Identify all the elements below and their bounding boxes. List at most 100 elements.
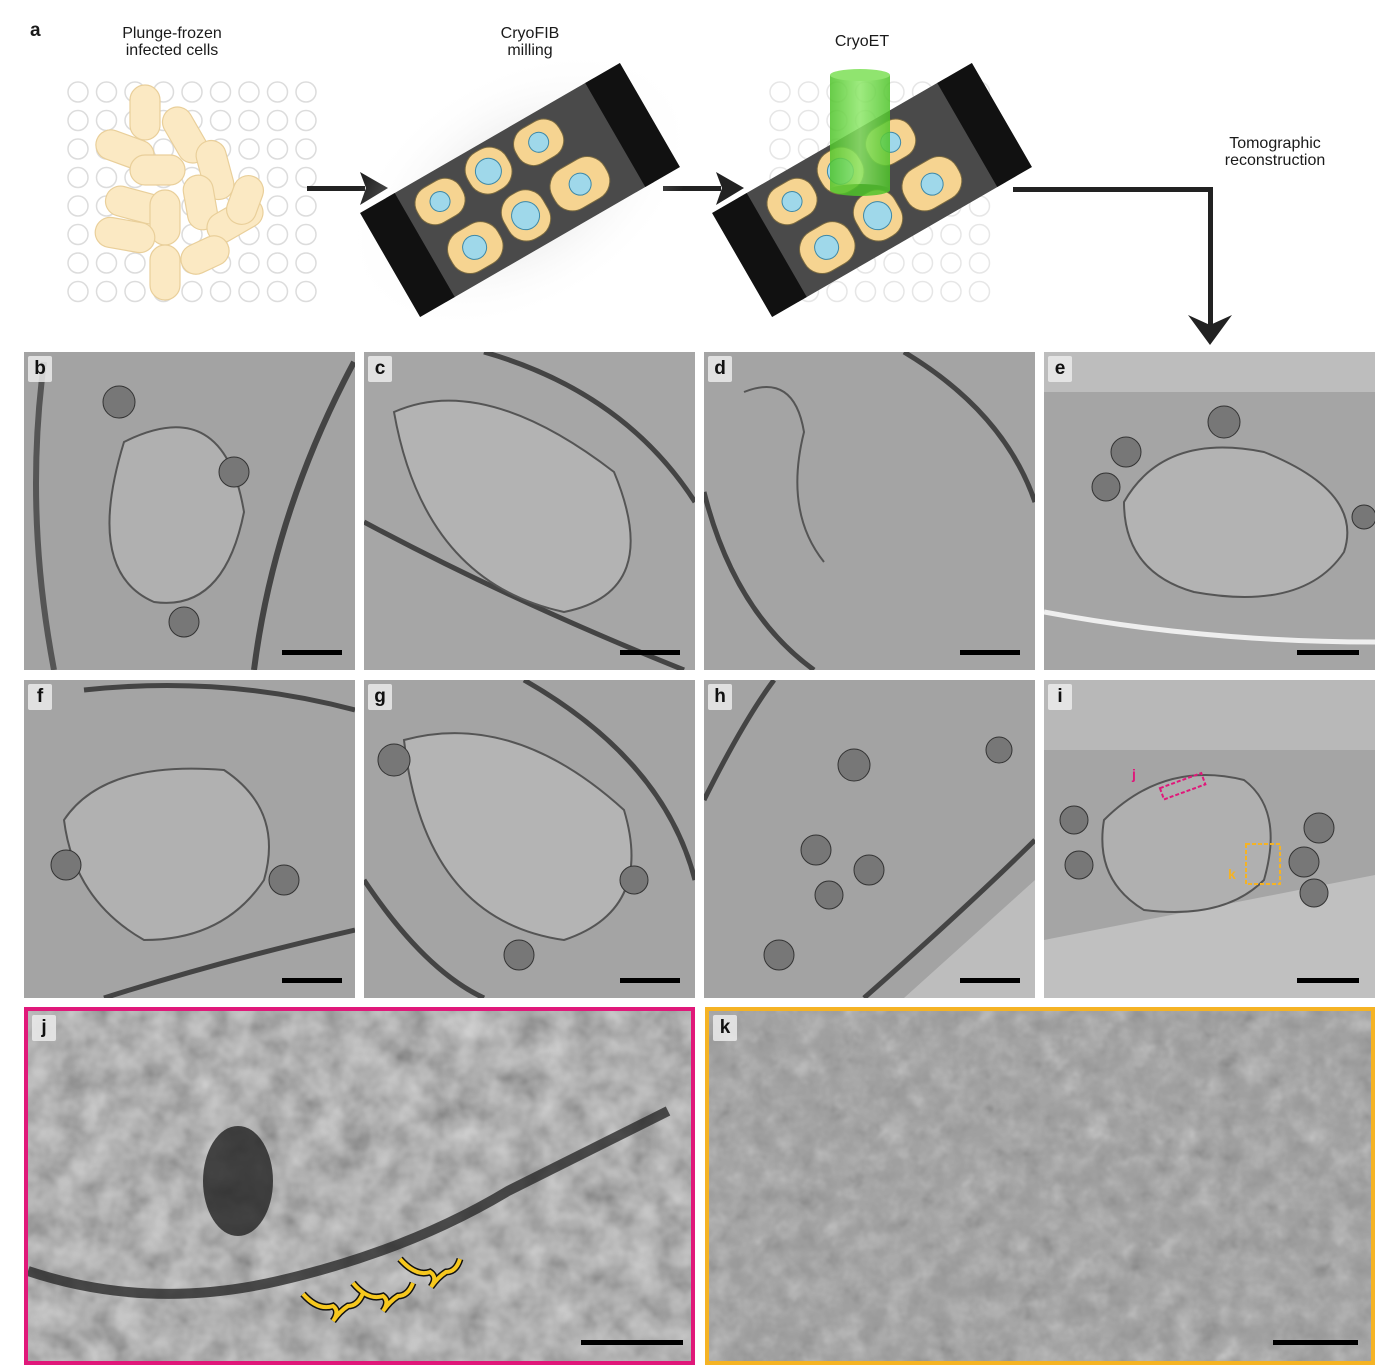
panel-label-a: a <box>30 20 41 41</box>
lamella-milling <box>344 60 696 331</box>
grid-hole <box>67 252 89 274</box>
grid-hole <box>67 280 89 303</box>
panel-label-d: d <box>708 356 732 382</box>
grid-hole <box>67 81 89 103</box>
panel-label-h: h <box>708 684 732 710</box>
grid-hole <box>797 109 820 132</box>
grid-hole <box>295 280 317 303</box>
inset-marker-j: j <box>1132 766 1136 782</box>
panel-label-f: f <box>28 684 52 710</box>
grid-hole <box>209 109 232 132</box>
grid-hole <box>295 223 317 246</box>
grid-hole <box>266 138 289 160</box>
grid-hole <box>238 81 260 103</box>
tomogram-b: b <box>24 352 355 670</box>
scale-bar <box>282 978 342 983</box>
grid-hole <box>968 280 991 303</box>
grid-hole <box>295 109 317 132</box>
grid-hole <box>883 280 905 303</box>
grid-hole <box>209 280 232 303</box>
scale-bar <box>960 650 1020 655</box>
step2-line2: milling <box>507 42 553 59</box>
step2-line1: CryoFIB <box>500 25 560 42</box>
cells-cluster-1 <box>94 84 265 301</box>
grid-hole <box>295 252 317 274</box>
grid-hole <box>940 280 962 303</box>
grid-holes-1 <box>67 81 317 303</box>
grid-hole <box>940 252 962 274</box>
step-caption-reconstruction: Tomographic reconstruction <box>1195 135 1355 169</box>
tomogram-i: i j k <box>1044 680 1375 998</box>
step4-line1: Tomographic <box>1229 135 1321 152</box>
grid-hole <box>181 280 203 303</box>
grid-hole <box>826 280 848 303</box>
grid-hole <box>266 109 289 132</box>
zoom-panel-j: j <box>24 1007 695 1365</box>
grid-hole <box>67 223 89 246</box>
grid-hole <box>266 195 289 217</box>
grid-hole <box>769 109 791 132</box>
grid-hole <box>238 252 260 274</box>
scale-bar <box>581 1340 683 1345</box>
arrow-3 <box>1013 187 1232 345</box>
grid-hole <box>67 138 89 160</box>
arrow-2 <box>663 172 744 205</box>
scale-bar <box>1297 650 1359 655</box>
grid-hole <box>238 109 260 132</box>
grid-hole <box>95 81 118 103</box>
tomogram-h: h <box>704 680 1035 998</box>
inset-marker-k: k <box>1228 866 1236 882</box>
tomogram-e: e <box>1044 352 1375 670</box>
scale-bar <box>960 978 1020 983</box>
panel-label-k: k <box>713 1015 737 1041</box>
grid-hole <box>797 81 820 103</box>
scale-bar <box>1297 978 1359 983</box>
grid-hole <box>266 166 289 189</box>
scale-bar <box>282 650 342 655</box>
panel-label-c: c <box>368 356 392 382</box>
grid-hole <box>883 252 905 274</box>
tomogram-c: c <box>364 352 695 670</box>
panel-label-e: e <box>1048 356 1072 382</box>
scale-bar <box>1273 1340 1358 1345</box>
grid-hole <box>95 280 118 303</box>
grid-hole <box>854 280 877 303</box>
electron-beam <box>830 69 890 196</box>
grid-hole <box>95 109 118 132</box>
step-caption-plunge: Plunge-frozen infected cells <box>92 25 252 59</box>
tomogram-f: f <box>24 680 355 998</box>
grid-hole <box>968 223 991 246</box>
grid-hole <box>67 195 89 217</box>
grid-hole <box>266 223 289 246</box>
grid-hole <box>295 138 317 160</box>
grid-hole <box>238 280 260 303</box>
grid-hole <box>940 223 962 246</box>
step-caption-cryoet: CryoET <box>782 33 942 50</box>
step-caption-milling: CryoFIB milling <box>450 25 610 59</box>
grid-hole <box>95 252 118 274</box>
grid-hole <box>968 252 991 274</box>
grid-hole <box>295 81 317 103</box>
tomogram-g: g <box>364 680 695 998</box>
grid-hole <box>209 81 232 103</box>
grid-hole <box>266 280 289 303</box>
panel-label-i: i <box>1048 684 1072 710</box>
grid-hole <box>911 252 934 274</box>
step4-line2: reconstruction <box>1224 152 1326 169</box>
grid-hole <box>266 252 289 274</box>
scale-bar <box>620 978 680 983</box>
grid-hole <box>769 81 791 103</box>
tomogram-d: d <box>704 352 1035 670</box>
grid-hole <box>769 138 791 160</box>
workflow-schematic <box>67 60 1232 345</box>
grid-hole <box>295 195 317 217</box>
grid-hole <box>266 81 289 103</box>
step3-line1: CryoET <box>834 33 890 50</box>
grid-hole <box>124 280 146 303</box>
scale-bar <box>620 650 680 655</box>
grid-hole <box>911 280 934 303</box>
panel-label-b: b <box>28 356 52 382</box>
grid-hole <box>295 166 317 189</box>
grid-hole <box>67 166 89 189</box>
panel-label-j: j <box>32 1015 56 1041</box>
